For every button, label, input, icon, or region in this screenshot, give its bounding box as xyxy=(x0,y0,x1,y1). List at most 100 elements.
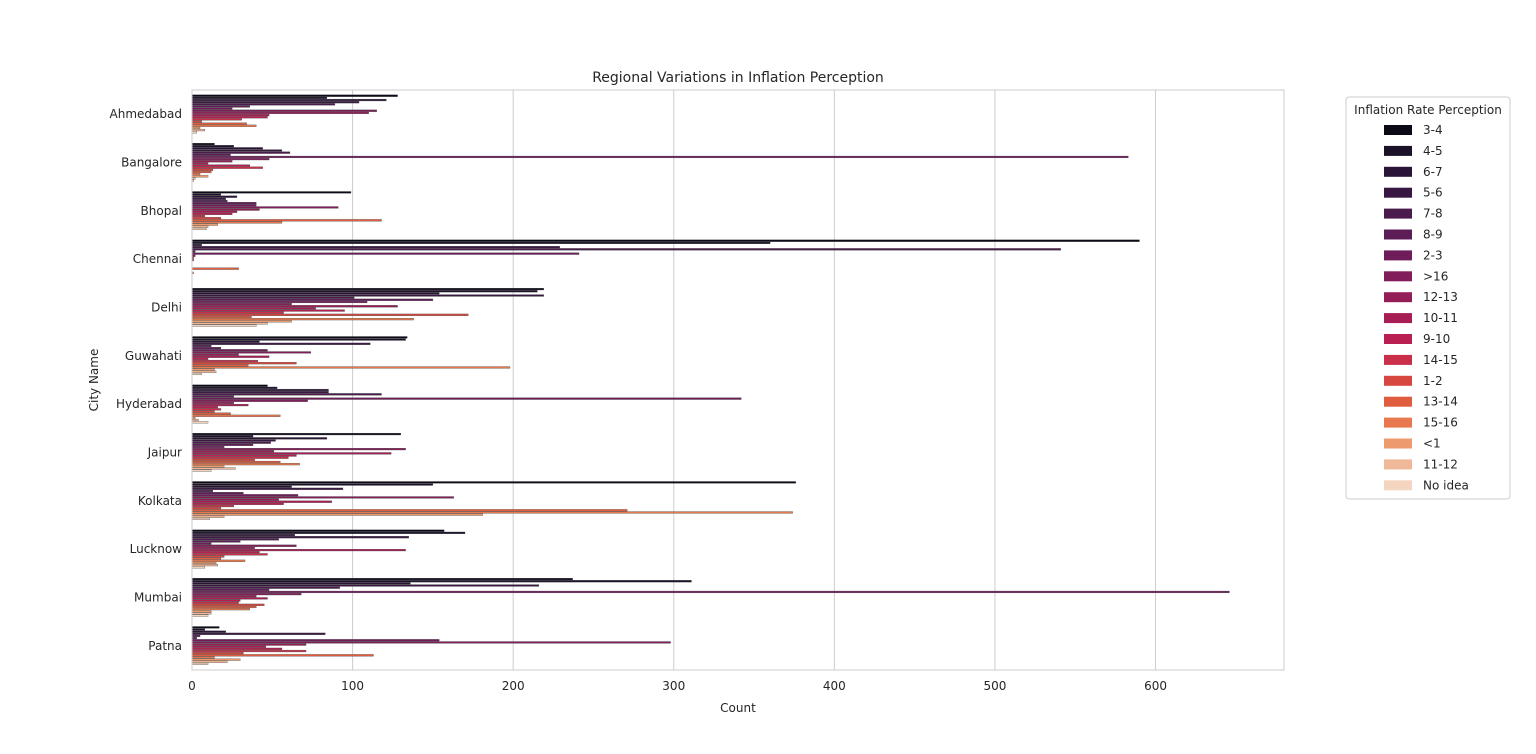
bar xyxy=(191,441,271,444)
bar xyxy=(191,601,239,604)
bar xyxy=(191,368,215,371)
bar xyxy=(191,605,257,609)
legend-swatch xyxy=(1384,459,1412,470)
bar xyxy=(191,107,233,110)
bar xyxy=(191,241,771,244)
bar xyxy=(191,204,257,207)
legend-swatch xyxy=(1384,208,1412,219)
legend-swatch xyxy=(1384,354,1412,365)
y-tick-label: Jaipur xyxy=(147,446,182,460)
bar xyxy=(191,649,307,653)
legend-label: 11-12 xyxy=(1423,457,1458,471)
bar xyxy=(191,223,218,226)
bar xyxy=(191,412,231,415)
legend-label: 15-16 xyxy=(1423,416,1458,430)
bar xyxy=(191,311,284,314)
bar xyxy=(191,647,283,650)
x-tick-label: 300 xyxy=(662,679,685,693)
bar xyxy=(191,122,247,125)
bar xyxy=(191,401,234,404)
bar xyxy=(191,191,352,194)
x-tick-label: 100 xyxy=(341,679,364,693)
bar xyxy=(191,533,295,537)
bar xyxy=(191,336,408,339)
bar xyxy=(191,298,434,301)
bar xyxy=(191,548,406,552)
legend-label: 6-7 xyxy=(1423,165,1443,179)
bar xyxy=(191,590,1230,594)
y-tick-label: Guwahati xyxy=(125,349,182,363)
bar xyxy=(191,513,483,516)
bar xyxy=(191,227,207,230)
bar xyxy=(191,595,257,598)
y-tick-label: Ahmedabad xyxy=(110,107,182,121)
bar xyxy=(191,553,268,556)
bar xyxy=(191,469,212,472)
bar xyxy=(191,164,250,167)
bar xyxy=(191,445,225,449)
legend-swatch xyxy=(1384,125,1412,135)
bar xyxy=(191,632,326,635)
bar xyxy=(191,217,222,220)
bar xyxy=(191,210,238,213)
bar xyxy=(191,94,398,97)
legend-swatch xyxy=(1384,438,1412,449)
bar xyxy=(191,511,793,514)
bar xyxy=(191,584,540,587)
bar xyxy=(191,586,340,589)
bar xyxy=(191,566,206,569)
legend-swatch xyxy=(1384,480,1412,491)
bar xyxy=(191,662,209,665)
legend-swatch xyxy=(1384,187,1412,198)
bar xyxy=(191,652,244,655)
bar xyxy=(191,395,234,398)
bar xyxy=(191,654,374,657)
bar xyxy=(191,342,371,345)
bar xyxy=(191,212,233,215)
bar xyxy=(191,593,302,596)
bar xyxy=(191,507,222,510)
bar xyxy=(191,349,268,352)
bar xyxy=(191,544,297,547)
bar xyxy=(191,481,796,484)
bar xyxy=(191,658,241,661)
bar xyxy=(191,221,283,224)
legend-swatch xyxy=(1384,334,1412,344)
legend-swatch xyxy=(1384,250,1412,261)
bar xyxy=(191,105,250,108)
bar xyxy=(191,410,215,413)
bar xyxy=(191,603,265,606)
y-axis-title: City Name xyxy=(87,349,101,412)
bar xyxy=(191,555,225,558)
bar xyxy=(191,359,259,363)
bar xyxy=(191,364,249,367)
legend-label: 1-2 xyxy=(1423,374,1443,388)
bar xyxy=(191,487,344,490)
bar xyxy=(191,531,466,534)
y-tick-label: Bhopal xyxy=(141,204,182,218)
bar xyxy=(191,496,454,499)
y-tick-label: Lucknow xyxy=(130,542,183,556)
bar xyxy=(191,206,339,209)
bar xyxy=(191,529,445,532)
legend-label: 9-10 xyxy=(1423,332,1450,346)
bar xyxy=(191,246,560,249)
bar xyxy=(191,193,222,196)
legend-items: 3-4 4-5 6-7 5-6 7-8 8-9 2-3 >16 12-13 10-11 9-10 14… xyxy=(1384,123,1469,492)
bar xyxy=(191,656,215,659)
bar xyxy=(191,219,382,222)
bar xyxy=(191,309,345,312)
bar xyxy=(191,151,291,154)
bar xyxy=(191,660,228,663)
bar xyxy=(191,500,332,503)
legend-label: 8-9 xyxy=(1423,228,1443,242)
bar xyxy=(191,634,201,638)
bar xyxy=(191,614,209,617)
bar xyxy=(191,450,275,453)
legend-label: 13-14 xyxy=(1423,395,1458,409)
bar xyxy=(191,538,279,541)
legend-label: 4-5 xyxy=(1423,144,1443,158)
legend-label: 7-8 xyxy=(1423,207,1443,221)
bar xyxy=(191,546,255,549)
